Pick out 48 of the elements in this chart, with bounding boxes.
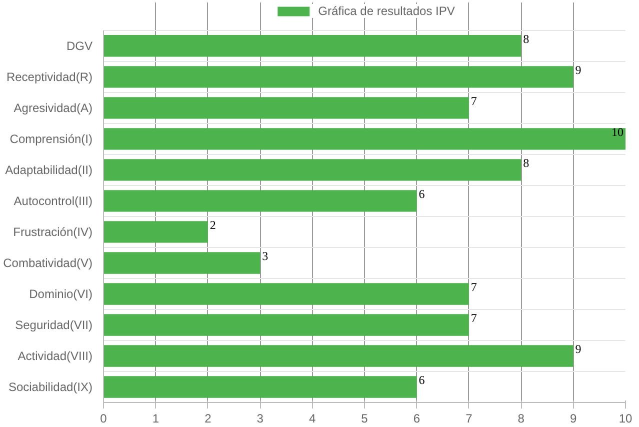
y-tick-label: Frustración(IV) [13,224,93,239]
bar [104,221,208,243]
data-label: 7 [470,280,477,294]
x-tick-label: 8 [518,412,525,426]
bar [104,376,417,398]
data-label: 7 [470,94,477,108]
y-tick-label: Sociabilidad(IX) [8,380,93,394]
y-tick-label: Receptividad(R) [6,70,93,84]
legend-label: Gráfica de resultados IPV [318,4,455,18]
bar [104,128,626,150]
bar [104,314,469,336]
data-label: 7 [470,310,477,325]
y-tick-label: DGV [66,38,93,53]
y-tick-label: Actividad(VIII) [18,348,93,363]
y-tick-label: Comprensión(I) [10,132,93,146]
x-tick-label: 4 [308,412,316,426]
x-tick-label: 9 [570,412,577,426]
bar [104,283,469,305]
bar [104,252,260,274]
bar [104,159,522,181]
x-tick-label: 2 [204,412,212,426]
x-tick-label: 10 [618,412,632,426]
y-tick-label: Autocontrol(III) [14,194,93,208]
y-tick-label: Seguridad(VII) [15,318,93,332]
x-tick-label: 1 [152,412,160,426]
x-tick-label: 5 [361,412,368,426]
data-label: 8 [523,32,530,46]
data-label: 6 [418,186,425,201]
x-tick-label: 3 [256,412,264,426]
y-tick-label: Dominio(VI) [29,286,93,301]
bar [104,190,417,212]
data-label: 2 [210,218,216,232]
y-tick-label: Adaptabilidad(II) [5,162,93,177]
data-label: 10 [612,124,624,139]
y-tick-label: Combatividad(V) [3,256,93,270]
bar [104,345,574,367]
x-tick-label: 6 [413,412,420,426]
data-label: 6 [418,372,425,387]
x-tick-label: 0 [100,412,108,426]
data-label: 3 [262,248,268,263]
bar [104,35,522,57]
data-label: 8 [523,156,530,170]
bar [104,66,574,88]
bar [104,97,469,119]
y-tick-label: Agresividad(A) [14,100,93,115]
data-label: 9 [575,342,582,356]
data-label: 9 [575,62,582,77]
x-tick-label: 7 [466,412,473,426]
